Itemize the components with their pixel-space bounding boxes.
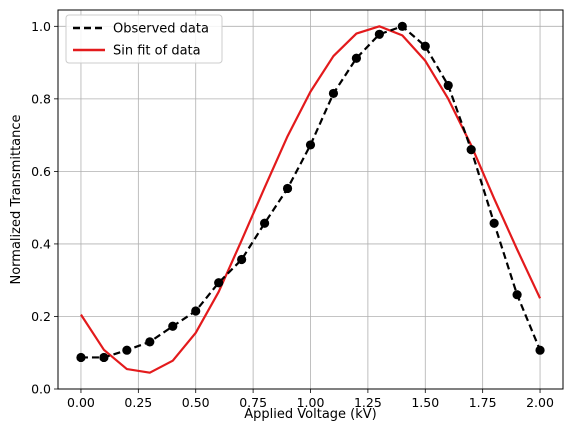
y-axis-label: Normalized Transmittance	[9, 114, 24, 284]
y-tick-label: 0.6	[31, 164, 51, 179]
y-axis-ticks: 0.0 0.2 0.4 0.6 0.8 1.0	[31, 19, 58, 397]
y-tick-label: 0.4	[31, 236, 51, 251]
x-tick-label: 0.25	[124, 395, 152, 410]
y-tick-label: 0.8	[31, 91, 51, 106]
observed-data-point	[443, 80, 453, 91]
y-tick-label: 0.0	[31, 382, 51, 397]
y-tick-label: 1.0	[31, 19, 51, 34]
x-tick-label: 0.00	[67, 395, 95, 410]
observed-series-group	[76, 21, 545, 363]
x-tick-label: 1.50	[411, 395, 439, 410]
x-tick-label: 1.00	[297, 395, 325, 410]
observed-data-point	[168, 321, 178, 331]
x-axis-label: Applied Voltage (kV)	[244, 407, 376, 422]
observed-data-point	[305, 140, 316, 150]
observed-data-point	[489, 218, 499, 228]
plot-frame	[57, 9, 564, 390]
x-tick-label: 0.50	[182, 395, 210, 410]
x-tick-label: 1.25	[354, 395, 382, 410]
legend-label-fit: Sin fit of data	[113, 44, 201, 59]
observed-data-point	[191, 306, 201, 316]
x-axis-ticks: 0.00 0.25 0.50 0.75 1.00 1.25 1.50 1.75 2.00	[67, 389, 554, 410]
observed-data-point	[351, 53, 362, 63]
legend-label-observed: Observed data	[113, 22, 209, 37]
x-tick-label: 2.00	[526, 395, 554, 410]
observed-data-point	[328, 88, 339, 99]
observed-data-point	[397, 21, 407, 31]
observed-data-point	[282, 183, 293, 194]
observed-data-point	[259, 218, 270, 228]
observed-data-point	[466, 145, 476, 155]
x-tick-label: 0.75	[239, 395, 267, 410]
observed-data-point	[420, 41, 430, 51]
legend: Observed data Sin fit of data	[65, 14, 223, 64]
observed-data-point	[122, 345, 132, 355]
observed-data-point	[145, 337, 155, 347]
x-tick-label: 1.75	[469, 395, 497, 410]
observed-data-point	[374, 29, 384, 39]
observed-data-point	[237, 254, 247, 265]
observed-data-point	[535, 345, 545, 355]
observed-data-point	[76, 352, 86, 363]
observed-series-line	[80, 25, 542, 359]
y-tick-label: 0.2	[31, 309, 51, 324]
observed-data-point	[512, 290, 522, 300]
observed-data-point	[214, 278, 224, 288]
observed-data-point	[99, 352, 109, 363]
